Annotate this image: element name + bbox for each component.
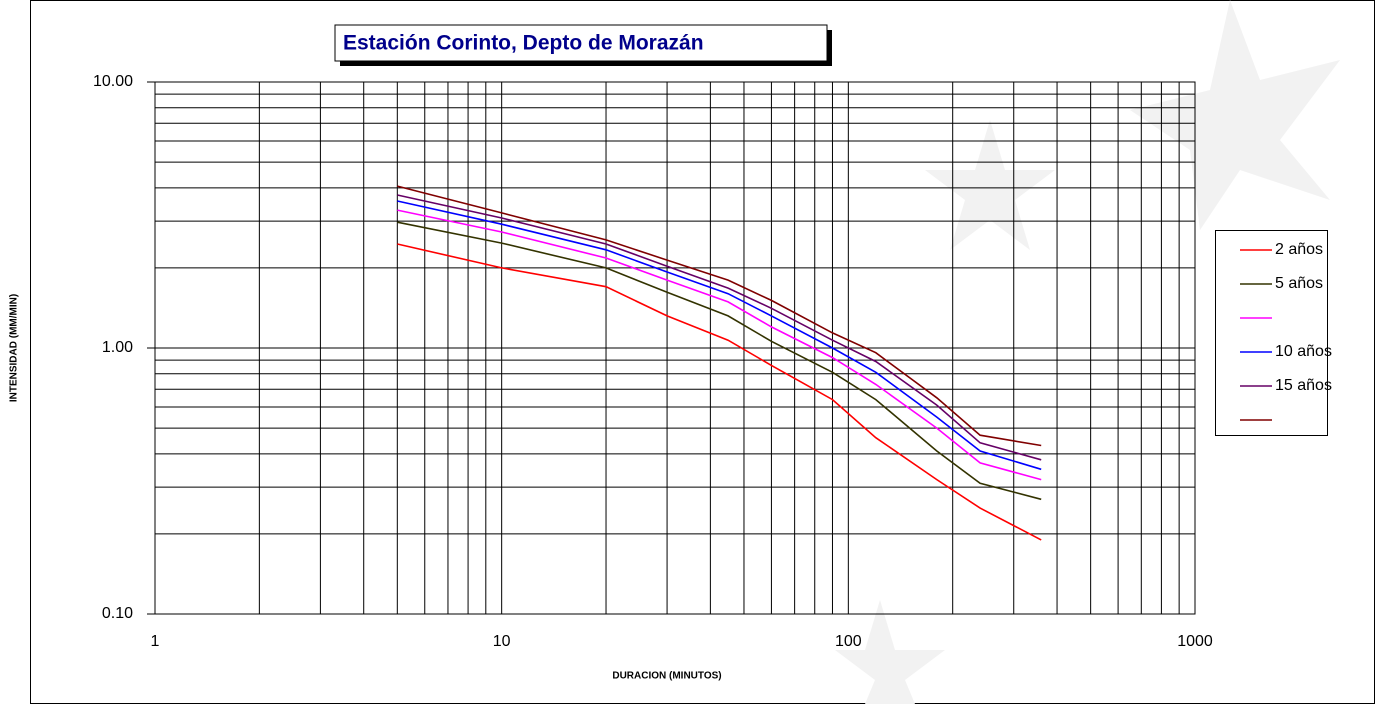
y-tick-label: 1.00: [102, 339, 133, 356]
x-tick-label: 10: [493, 633, 511, 650]
x-tick-label: 1000: [1177, 633, 1213, 650]
y-tick-label: 0.10: [102, 605, 133, 622]
series-line: [397, 194, 1042, 461]
series-line: [397, 185, 1042, 447]
series-line: [397, 200, 1042, 471]
series-line: [397, 209, 1042, 481]
title-box: [334, 24, 828, 62]
series-line: [397, 243, 1042, 541]
plot-frame: [154, 81, 1196, 615]
y-tick-label: 10.00: [93, 73, 133, 90]
x-tick-label: 100: [835, 633, 862, 650]
legend: [1215, 230, 1328, 436]
legend-label: 10 años: [1275, 343, 1332, 360]
x-axis-label: DURACION (MINUTOS): [612, 671, 721, 682]
watermark: [835, 0, 1340, 704]
series-line: [397, 221, 1042, 501]
y-axis-label: INTENSIDAD (MM/MIN): [9, 294, 20, 402]
legend-label: 5 años: [1275, 275, 1323, 292]
legend-label: 2 años: [1275, 241, 1323, 258]
legend-label: 15 años: [1275, 377, 1332, 394]
x-tick-label: 1: [151, 633, 160, 650]
chart-title: Estación Corinto, Depto de Morazán: [343, 32, 704, 55]
